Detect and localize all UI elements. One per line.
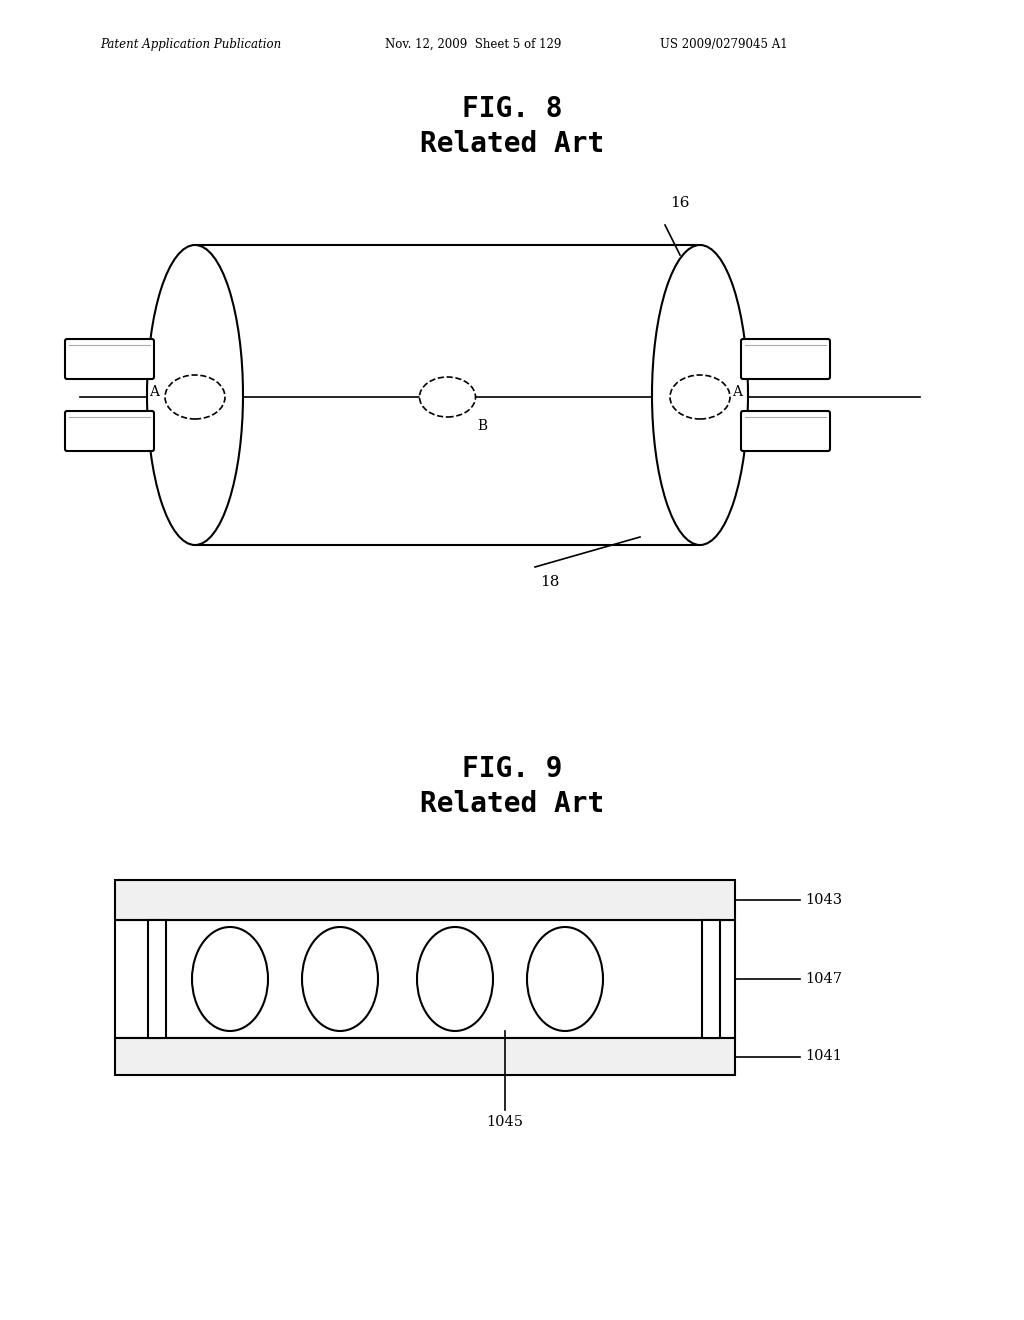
Bar [115,880,735,920]
Ellipse shape [417,927,493,1031]
Bar [115,1038,735,1074]
FancyBboxPatch shape [65,411,154,451]
Ellipse shape [302,927,378,1031]
Ellipse shape [147,246,243,545]
Text: FIG. 9: FIG. 9 [462,755,562,783]
FancyBboxPatch shape [65,339,154,379]
Ellipse shape [420,378,475,417]
Text: A: A [150,385,159,399]
Text: Patent Application Publication: Patent Application Publication [100,38,282,51]
Text: Related Art: Related Art [420,789,604,818]
FancyBboxPatch shape [741,411,830,451]
Text: 1041: 1041 [805,1049,842,1064]
Text: 16: 16 [670,195,689,210]
Text: Related Art: Related Art [420,129,604,158]
Text: FIG. 8: FIG. 8 [462,95,562,123]
Ellipse shape [193,927,268,1031]
Bar [148,920,166,1038]
Ellipse shape [165,375,225,418]
Text: 18: 18 [540,576,559,589]
Text: US 2009/0279045 A1: US 2009/0279045 A1 [660,38,787,51]
Ellipse shape [652,246,748,545]
Bar [115,920,735,1038]
Text: A: A [732,385,742,399]
Text: Nov. 12, 2009  Sheet 5 of 129: Nov. 12, 2009 Sheet 5 of 129 [385,38,561,51]
Text: B: B [477,418,487,433]
FancyBboxPatch shape [741,339,830,379]
Text: 1043: 1043 [805,894,842,907]
Ellipse shape [670,375,730,418]
Text: 1045: 1045 [486,1115,523,1129]
Ellipse shape [527,927,603,1031]
Bar [702,920,720,1038]
Text: 1047: 1047 [805,972,842,986]
